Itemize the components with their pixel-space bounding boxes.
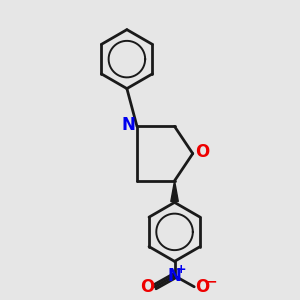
Text: +: + [176, 263, 186, 276]
Text: O: O [195, 143, 209, 161]
Text: −: − [205, 274, 217, 289]
Polygon shape [171, 181, 178, 202]
Text: O: O [195, 278, 209, 296]
Text: N: N [122, 116, 135, 134]
Text: O: O [140, 278, 154, 296]
Text: N: N [168, 267, 182, 285]
